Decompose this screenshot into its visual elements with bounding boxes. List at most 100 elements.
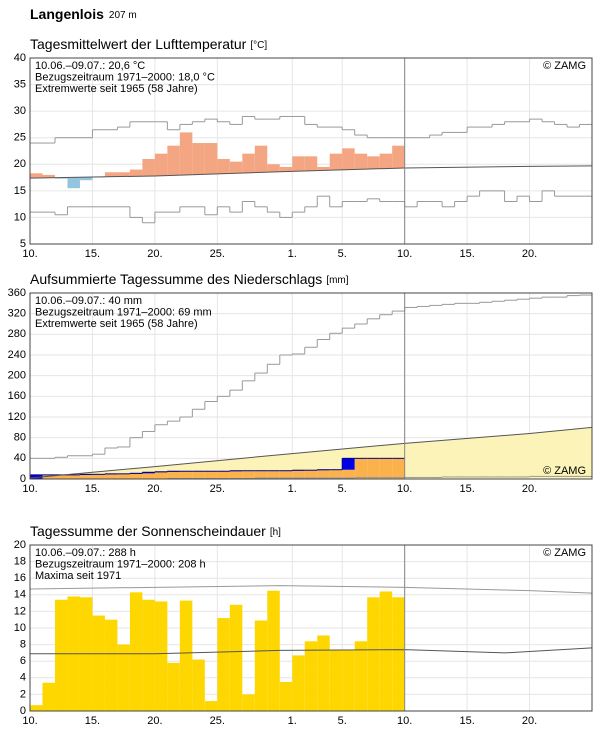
x-tick-label: 25. — [210, 483, 225, 495]
y-tick-label: 320 — [8, 308, 26, 320]
plot-frame — [29, 57, 593, 245]
y-tick-label: 15 — [14, 185, 26, 197]
bar — [142, 599, 155, 711]
x-tick-label: 15. — [85, 483, 100, 495]
bar — [367, 597, 380, 711]
bar — [104, 619, 118, 711]
bar — [379, 591, 393, 711]
bar — [54, 599, 68, 711]
y-tick-label: 12 — [14, 605, 26, 617]
y-tick-label: 25 — [14, 132, 26, 144]
bar — [317, 635, 330, 711]
bar — [254, 620, 268, 711]
note: 10.06.–09.07.: 40 mm — [35, 295, 142, 307]
normal-area — [30, 427, 592, 479]
daily-mean-bar — [317, 166, 330, 171]
y-tick-label: 80 — [14, 432, 26, 444]
daily-mean-bar — [129, 169, 143, 177]
x-tick-label: 15. — [85, 715, 100, 727]
note: Extremwerte seit 1965 (58 Jahre) — [35, 83, 198, 95]
x-tick-label: 20. — [147, 715, 162, 727]
x-tick-label: 5. — [338, 248, 347, 260]
x-tick-label: 15. — [459, 248, 474, 260]
note: Maxima seit 1971 — [35, 570, 121, 582]
station-name: Langenlois — [30, 6, 104, 22]
daily-mean-bar — [217, 158, 230, 174]
normal-line — [30, 647, 593, 655]
daily-mean-bar — [142, 158, 155, 177]
plot-frame — [29, 292, 593, 480]
x-tick-label: 1. — [288, 248, 297, 260]
daily-mean-bar — [179, 132, 193, 175]
y-tick-label: 40 — [14, 52, 26, 64]
x-tick-label: 20. — [522, 715, 537, 727]
cumulative-area — [154, 471, 168, 479]
panel-title-text: Tagessumme der Sonnenscheindauer — [30, 523, 266, 539]
daily-mean-bar — [342, 148, 355, 170]
bar — [30, 705, 43, 711]
x-tick-label: 25. — [210, 248, 225, 260]
x-tick-label: 10. — [397, 248, 412, 260]
copyright: © ZAMG — [543, 60, 586, 72]
daily-mean-bar — [392, 145, 405, 169]
x-tick-label: 10. — [22, 715, 37, 727]
bar — [329, 649, 343, 711]
x-tick-label: 5. — [338, 483, 347, 495]
bar — [217, 618, 230, 711]
note: Extremwerte seit 1965 (58 Jahre) — [35, 318, 198, 330]
cumulative-area — [42, 474, 55, 479]
daily-mean-bar — [79, 177, 93, 181]
y-tick-label: 8 — [20, 639, 26, 651]
cumulative-area — [379, 458, 393, 479]
y-tick-label: 10 — [14, 211, 26, 223]
y-tick-label: 280 — [8, 328, 26, 340]
y-tick-label: 4 — [20, 672, 26, 684]
daily-mean-bar — [67, 177, 80, 189]
cumulative-area — [204, 471, 218, 479]
cumulative-area — [129, 473, 143, 479]
daily-mean-bar — [292, 156, 305, 172]
cumulative-area — [217, 471, 230, 479]
y-tick-label: 5 — [20, 238, 26, 250]
bar — [154, 601, 168, 711]
daily-mean-bar — [329, 153, 343, 171]
cumulative-area — [367, 458, 380, 479]
x-tick-label: 10. — [397, 483, 412, 495]
cumulative-area — [142, 472, 155, 479]
y-tick-label: 200 — [8, 370, 26, 382]
y-tick-label: 2 — [20, 688, 26, 700]
y-tick-label: 6 — [20, 655, 26, 667]
copyright: © ZAMG — [543, 547, 586, 559]
y-tick-label: 160 — [8, 390, 26, 402]
note: 10.06.–09.07.: 288 h — [35, 547, 136, 559]
copyright: © ZAMG — [543, 465, 586, 477]
bar — [192, 659, 205, 711]
daily-mean-bar — [30, 173, 43, 178]
x-tick-label: 5. — [338, 715, 347, 727]
cumulative-area — [179, 471, 193, 479]
cumulative-area — [392, 458, 405, 479]
y-tick-label: 40 — [14, 452, 26, 464]
normal-line — [29, 165, 593, 179]
x-tick-label: 1. — [288, 715, 297, 727]
y-tick-label: 0 — [20, 473, 26, 485]
note: 10.06.–09.07.: 20,6 °C — [35, 60, 145, 72]
daily-mean-bar — [354, 153, 368, 170]
cumulative-area — [67, 474, 80, 479]
daily-mean-bar — [54, 177, 68, 179]
panel-title: Tagesmittelwert der Lufttemperatur [°C] — [30, 36, 267, 52]
panel-unit: [mm] — [326, 275, 348, 286]
note: Bezugszeitraum 1971–2000: 69 mm — [35, 306, 212, 318]
cumulative-area — [229, 470, 243, 479]
y-tick-label: 35 — [14, 78, 26, 90]
y-tick-label: 120 — [8, 411, 26, 423]
bar — [229, 604, 243, 711]
note: Bezugszeitraum 1971–2000: 208 h — [35, 558, 206, 570]
daily-increment — [142, 472, 155, 474]
bar — [342, 649, 355, 711]
header: Langenlois 207 m — [30, 6, 137, 22]
y-tick-label: 20 — [14, 158, 26, 170]
bar — [167, 662, 180, 711]
daily-mean-bar — [254, 145, 268, 173]
